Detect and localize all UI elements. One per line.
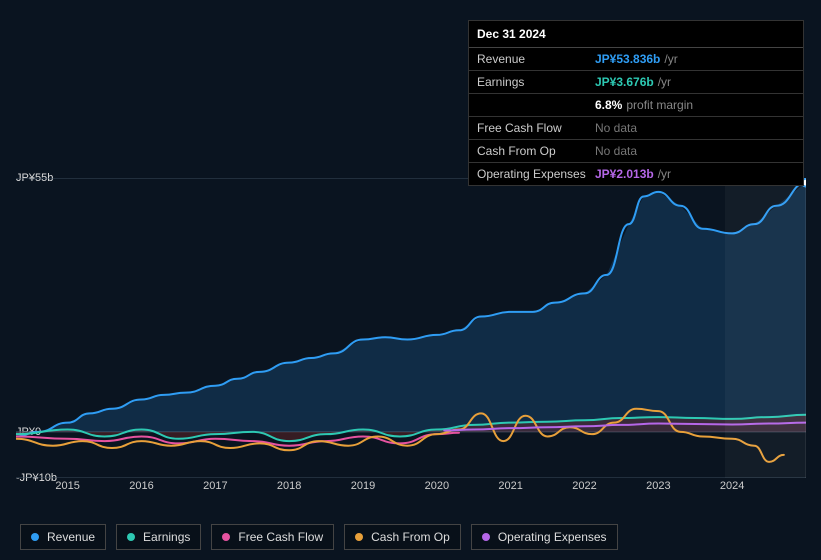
x-axis-label: 2015 [55,480,79,492]
legend-label: Revenue [47,530,95,544]
tooltip-row: 6.8%profit margin [469,94,803,117]
tooltip-value: JP¥2.013b/yr [595,167,671,181]
chart-plot[interactable] [16,178,806,478]
x-axis-label: 2017 [203,480,227,492]
legend-label: Cash From Op [371,530,450,544]
tooltip-date: Dec 31 2024 [469,21,803,48]
x-axis: 2015 2016 2017 2018 2019 2020 2021 2022 2023 2024 [16,480,806,500]
tooltip-row: RevenueJP¥53.836b/yr [469,48,803,71]
x-axis-label: 2020 [425,480,449,492]
tooltip-row: Operating ExpensesJP¥2.013b/yr [469,163,803,185]
tooltip-label: Revenue [477,52,595,66]
legend-dot-icon [127,533,135,541]
legend-item[interactable]: Cash From Op [344,524,461,550]
x-axis-label: 2022 [572,480,596,492]
tooltip-label: Operating Expenses [477,167,595,181]
tooltip-label: Free Cash Flow [477,121,595,135]
chart-tooltip: Dec 31 2024 RevenueJP¥53.836b/yrEarnings… [468,20,804,186]
hover-marker [805,178,806,478]
tooltip-label: Cash From Op [477,144,595,158]
legend-label: Earnings [143,530,190,544]
chart-legend: Revenue Earnings Free Cash Flow Cash From O… [20,524,618,550]
legend-item[interactable]: Earnings [116,524,201,550]
tooltip-row: EarningsJP¥3.676b/yr [469,71,803,94]
legend-item[interactable]: Free Cash Flow [211,524,334,550]
legend-dot-icon [222,533,230,541]
chart-area: JP¥55bJP¥0-JP¥10b 2015201620172018201920… [16,160,806,510]
legend-label: Operating Expenses [498,530,607,544]
x-axis-label: 2023 [646,480,670,492]
legend-label: Free Cash Flow [238,530,323,544]
legend-item[interactable]: Operating Expenses [471,524,618,550]
x-axis-label: 2019 [351,480,375,492]
x-axis-label: 2024 [720,480,744,492]
tooltip-row: Free Cash FlowNo data [469,117,803,140]
tooltip-value: 6.8%profit margin [595,98,693,112]
x-axis-label: 2021 [498,480,522,492]
legend-dot-icon [31,533,39,541]
tooltip-value: No data [595,121,637,135]
tooltip-label: Earnings [477,75,595,89]
legend-dot-icon [482,533,490,541]
legend-item[interactable]: Revenue [20,524,106,550]
x-axis-label: 2018 [277,480,301,492]
forecast-region [725,178,806,478]
tooltip-value: No data [595,144,637,158]
chart-svg [16,178,806,478]
legend-dot-icon [355,533,363,541]
tooltip-value: JP¥53.836b/yr [595,52,678,66]
tooltip-rows: RevenueJP¥53.836b/yrEarningsJP¥3.676b/yr… [469,48,803,185]
tooltip-row: Cash From OpNo data [469,140,803,163]
x-axis-label: 2016 [129,480,153,492]
tooltip-value: JP¥3.676b/yr [595,75,671,89]
tooltip-label [477,98,595,112]
